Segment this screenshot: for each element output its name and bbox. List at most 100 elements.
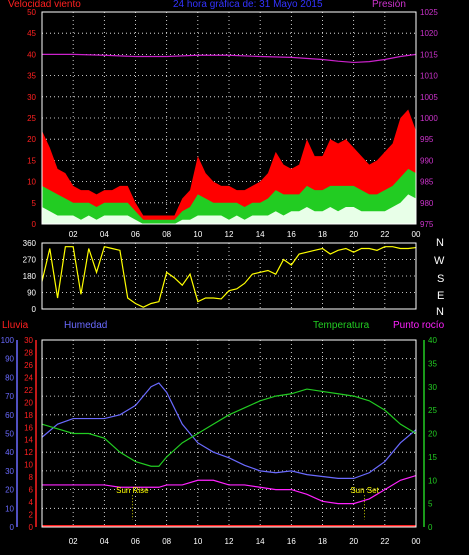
rain-ytick-10: 10 <box>24 461 33 470</box>
temp-ytick-20: 20 <box>428 430 437 439</box>
temp-ytick-5: 5 <box>428 500 433 509</box>
th-xtick-10: 10 <box>193 537 202 546</box>
pressure-ytick-990: 990 <box>420 156 434 165</box>
dir-ytick-0: 0 <box>32 305 37 314</box>
th-xtick-12: 12 <box>225 537 234 546</box>
direction-letter-s: S <box>437 273 445 285</box>
humidity-ytick-30: 30 <box>5 467 14 476</box>
direction-plot-frame <box>41 242 417 310</box>
rain-ytick-18: 18 <box>24 411 33 420</box>
rain-ytick-14: 14 <box>24 436 33 445</box>
dir-ytick-90: 90 <box>27 289 36 298</box>
rain-ytick-8: 8 <box>29 473 34 482</box>
humidity-ytick-50: 50 <box>5 430 14 439</box>
temp-plot-frame <box>41 339 417 528</box>
wind-xtick-06: 06 <box>131 230 140 239</box>
dewpoint-title: Punto rocío <box>393 320 445 331</box>
wind-xtick-10: 10 <box>193 230 202 239</box>
th-xtick-16: 16 <box>287 537 296 546</box>
pressure-ytick-995: 995 <box>420 135 434 144</box>
pressure-ytick-975: 975 <box>420 220 434 229</box>
humidity-ytick-60: 60 <box>5 411 14 420</box>
th-xtick-14: 14 <box>256 537 265 546</box>
rain-ytick-12: 12 <box>24 448 33 457</box>
wind-xtick-18: 18 <box>318 230 327 239</box>
chart-title: 24 hora gráfica de: 31 Mayo 2015 <box>173 0 323 10</box>
rain-title: Lluvia <box>2 320 29 331</box>
wind-min-area <box>42 194 416 224</box>
rain-ytick-2: 2 <box>29 511 34 520</box>
wind-ytick-20: 20 <box>27 135 36 144</box>
temperature-line <box>41 388 417 467</box>
wind-ytick-0: 0 <box>32 220 37 229</box>
pressure-ytick-1020: 1020 <box>420 29 438 38</box>
pressure-title: Presión <box>372 0 406 10</box>
wind-xtick-00: 00 <box>412 230 421 239</box>
rain-ytick-6: 6 <box>29 486 34 495</box>
th-xtick-00: 00 <box>412 537 421 546</box>
wind-ytick-10: 10 <box>27 178 36 187</box>
rain-ytick-22: 22 <box>24 386 33 395</box>
rain-ytick-0: 0 <box>29 523 34 532</box>
pressure-ytick-1005: 1005 <box>420 93 438 102</box>
humidity-title: Humedad <box>64 320 108 331</box>
wind-ytick-45: 45 <box>27 29 36 38</box>
direction-letter-e: E <box>437 290 445 302</box>
humidity-ytick-20: 20 <box>5 486 14 495</box>
wind-xtick-08: 08 <box>162 230 171 239</box>
rain-ytick-20: 20 <box>24 398 33 407</box>
temp-ytick-10: 10 <box>428 476 437 485</box>
wind-xtick-22: 22 <box>380 230 389 239</box>
th-xtick-06: 06 <box>131 537 140 546</box>
dewpoint-line <box>42 475 417 505</box>
temp-ytick-40: 40 <box>428 336 437 345</box>
wind-xtick-02: 02 <box>69 230 78 239</box>
th-xtick-18: 18 <box>318 537 327 546</box>
rain-ytick-26: 26 <box>24 361 33 370</box>
sunset-label: Sun Set <box>350 486 379 495</box>
wind-ytick-25: 25 <box>27 114 36 123</box>
wind-ytick-50: 50 <box>27 8 36 17</box>
wind-xtick-12: 12 <box>225 230 234 239</box>
temp-ytick-30: 30 <box>428 383 437 392</box>
rain-ytick-16: 16 <box>24 423 33 432</box>
humidity-ytick-0: 0 <box>10 523 15 532</box>
humidity-ytick-100: 100 <box>1 336 15 345</box>
humidity-line <box>41 382 417 479</box>
wind-ytick-30: 30 <box>27 93 36 102</box>
direction-letter-w: W <box>434 255 445 267</box>
wind-xtick-16: 16 <box>287 230 296 239</box>
dir-ytick-180: 180 <box>23 272 37 281</box>
temp-ytick-35: 35 <box>428 359 437 368</box>
wind-ytick-40: 40 <box>27 50 36 59</box>
th-xtick-20: 20 <box>349 537 358 546</box>
humidity-ytick-40: 40 <box>5 448 14 457</box>
dir-ytick-270: 270 <box>23 256 37 265</box>
pressure-ytick-985: 985 <box>420 178 434 187</box>
wind-plot-frame <box>41 11 417 225</box>
humidity-ytick-90: 90 <box>5 355 14 364</box>
pressure-line <box>42 53 417 64</box>
direction-letter-n-top: N <box>436 237 444 249</box>
pressure-ytick-1015: 1015 <box>420 50 438 59</box>
wind-xtick-04: 04 <box>100 230 109 239</box>
wind-ytick-15: 15 <box>27 156 36 165</box>
pressure-ytick-1010: 1010 <box>420 72 438 81</box>
pressure-ytick-980: 980 <box>420 199 434 208</box>
humidity-ytick-10: 10 <box>5 504 14 513</box>
th-xtick-04: 04 <box>100 537 109 546</box>
rain-ytick-28: 28 <box>24 348 33 357</box>
rain-ytick-30: 30 <box>24 336 33 345</box>
temp-ytick-25: 25 <box>428 406 437 415</box>
temperature-title: Temperatura <box>313 320 370 331</box>
wind-ytick-5: 5 <box>32 199 37 208</box>
direction-letter-n-bottom: N <box>436 306 444 318</box>
wind-xtick-20: 20 <box>349 230 358 239</box>
humidity-ytick-80: 80 <box>5 373 14 382</box>
rain-ytick-4: 4 <box>29 498 34 507</box>
sunrise-label: Sun Rise <box>116 486 149 495</box>
wind-xtick-14: 14 <box>256 230 265 239</box>
temp-ytick-15: 15 <box>428 453 437 462</box>
wind-direction-line <box>41 245 417 308</box>
dir-ytick-360: 360 <box>23 239 37 248</box>
